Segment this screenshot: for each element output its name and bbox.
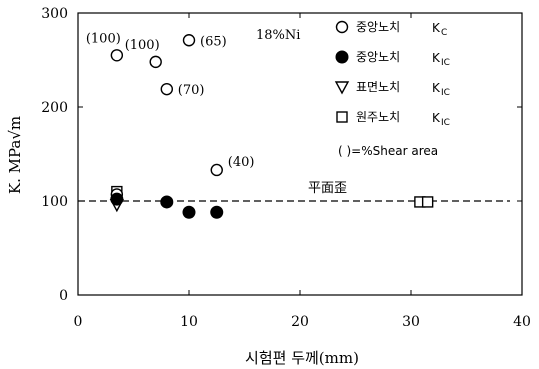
y-tick-label: 200 [41,100,68,116]
x-tick-label: 30 [402,314,420,330]
legend-k-0: K [432,21,441,35]
series-0-point [182,34,196,47]
series-1-point [110,192,124,206]
series-1-point [160,195,174,209]
x-tick-label: 20 [291,314,309,330]
legend-k-2: K [432,81,441,95]
data-points [109,34,434,219]
plot-frame [77,12,523,296]
legend-footnote: ( )=%Shear area [338,144,438,158]
series-0-point [210,163,223,177]
legend-k-3: K [432,111,441,125]
point-label: (70) [178,83,205,98]
series-0-point [110,49,124,62]
x-tick-label: 40 [513,314,531,330]
axis-ticks: 0 10 20 30 40 0 100 200 300 [41,6,531,330]
legend-sub-2: IC [441,88,450,98]
x-tick-label: 10 [180,314,198,330]
legend-sub-3: IC [441,118,450,128]
x-tick-label: 0 [74,314,83,330]
legend-marker-1 [335,50,349,64]
y-tick-label: 0 [59,288,68,304]
legend-marker-3 [336,111,348,123]
y-axis-title: K. MPa√m [6,116,24,194]
point-labels: (100) (100) (65) (70) (40) [86,31,255,170]
y-tick-label: 100 [41,194,68,210]
legend-sub-0: C [441,28,447,38]
legend-k-1: K [432,51,441,65]
legend-label-0: 중앙노치 [356,20,400,34]
point-label: (100) [125,38,160,53]
plane-strain-label: 平面歪 [308,181,347,196]
series-3-point [421,196,434,208]
legend-label-3: 원주노치 [356,110,400,124]
legend-sub-1: IC [441,58,450,68]
legend-label-1: 중앙노치 [356,50,400,64]
legend-label-2: 표면노치 [356,80,400,94]
material-note: 18%Ni [256,28,300,43]
series-0-point [149,55,162,69]
legend-marker-2 [334,81,350,95]
series-0-point [160,82,174,96]
y-tick-label: 300 [41,6,68,22]
plot-border [77,12,523,296]
series-1-point [182,205,196,219]
point-label: (65) [200,34,227,49]
x-axis-title: 시험편 두께(mm) [245,349,359,367]
legend-marker-0 [335,20,349,34]
series-1-point [210,205,224,219]
reference-line-group: 平面歪 [78,181,510,202]
point-label: (100) [86,31,121,46]
point-label: (40) [228,155,255,170]
